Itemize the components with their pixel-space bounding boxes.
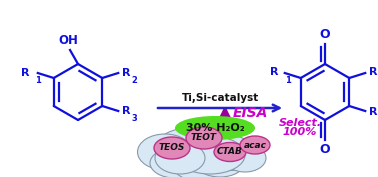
Text: O: O — [320, 28, 330, 41]
Text: Ti,Si-catalyst: Ti,Si-catalyst — [181, 93, 259, 103]
Ellipse shape — [155, 142, 205, 174]
Text: R: R — [369, 107, 378, 117]
Ellipse shape — [175, 136, 245, 174]
Text: acac: acac — [243, 141, 266, 150]
Text: TEOT: TEOT — [191, 133, 217, 142]
Text: 1: 1 — [35, 76, 40, 85]
Ellipse shape — [186, 127, 222, 149]
Ellipse shape — [214, 142, 246, 161]
Text: 1: 1 — [285, 76, 291, 85]
Text: OH: OH — [58, 34, 78, 47]
Text: R: R — [270, 67, 279, 77]
Ellipse shape — [150, 148, 200, 177]
Text: Select.: Select. — [279, 118, 322, 128]
Text: 30% H₂O₂: 30% H₂O₂ — [186, 123, 244, 133]
Ellipse shape — [154, 137, 190, 159]
Text: R: R — [122, 68, 131, 78]
Text: EISA: EISA — [233, 106, 268, 120]
Ellipse shape — [240, 136, 270, 154]
Ellipse shape — [224, 144, 266, 172]
Ellipse shape — [195, 147, 245, 177]
Text: R: R — [21, 68, 30, 78]
Text: 100%: 100% — [283, 127, 317, 137]
Text: 2: 2 — [131, 76, 137, 85]
Ellipse shape — [172, 149, 228, 177]
Text: 3: 3 — [131, 114, 137, 123]
Ellipse shape — [155, 127, 235, 169]
Ellipse shape — [206, 136, 254, 170]
Text: TEOS: TEOS — [159, 144, 185, 153]
Ellipse shape — [175, 116, 255, 140]
Text: R: R — [369, 67, 378, 77]
Text: CTAB: CTAB — [217, 147, 243, 156]
Text: R: R — [122, 106, 131, 116]
Text: O: O — [320, 143, 330, 156]
Ellipse shape — [138, 134, 192, 170]
